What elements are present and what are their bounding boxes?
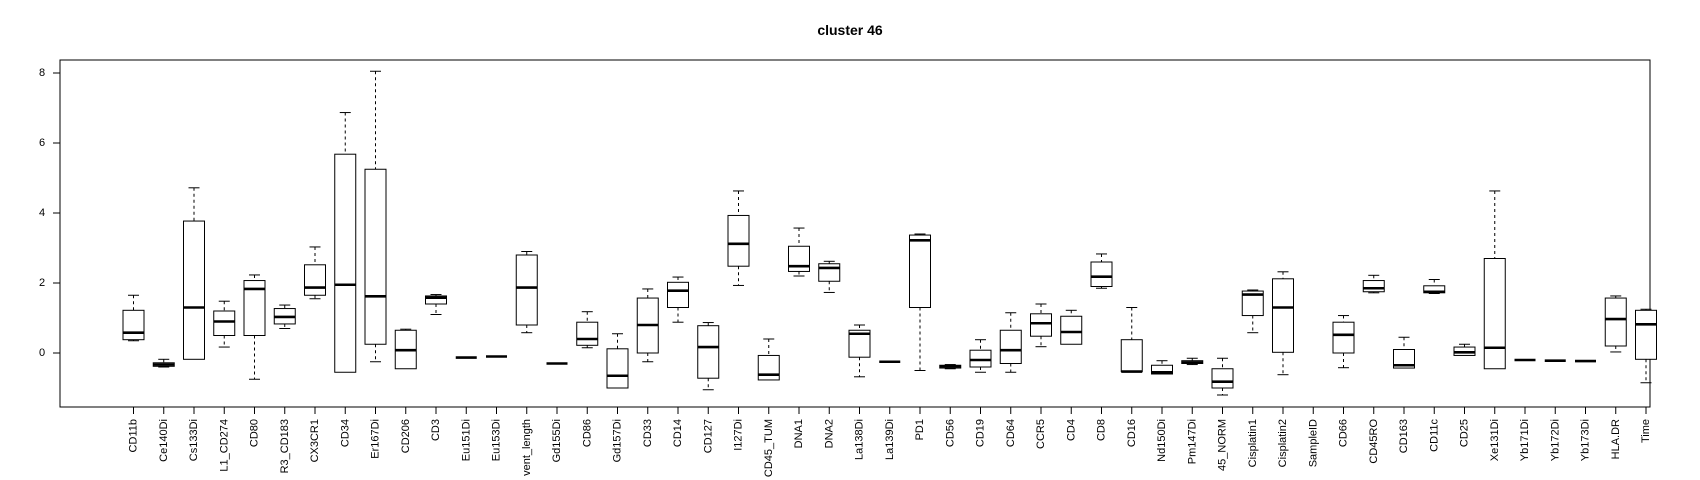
x-tick-label: PD1 (914, 419, 926, 440)
box (999, 329, 1022, 364)
box (1090, 261, 1113, 287)
x-tick-label: CD33 (642, 419, 654, 447)
x-tick-label: CD34 (339, 419, 351, 447)
x-tick-label: Cisplatin1 (1247, 419, 1259, 467)
box (243, 280, 266, 336)
x-tick-label: CD3 (430, 419, 442, 441)
x-tick-label: CD45_TUM (763, 419, 775, 477)
box (576, 321, 599, 346)
x-tick-label: Xe131Di (1489, 419, 1501, 461)
x-tick-label: CD4 (1065, 419, 1077, 441)
box (213, 310, 236, 336)
x-tick-label: CD163 (1398, 419, 1410, 453)
x-tick-label: CD45RO (1368, 419, 1380, 464)
x-tick-label: CD80 (249, 419, 261, 447)
x-tick-label: CD16 (1126, 419, 1138, 447)
box (818, 263, 841, 282)
x-tick-label: Yb172Di (1549, 419, 1561, 461)
x-tick-label: La138Di (854, 419, 866, 460)
box (1151, 364, 1173, 375)
box (183, 220, 205, 360)
box (364, 168, 387, 345)
x-tick-label: Yb173Di (1580, 419, 1592, 461)
y-tick-label: 6 (39, 137, 45, 149)
x-tick-label: Time (1640, 419, 1652, 443)
x-tick-label: Nd150Di (1156, 419, 1168, 462)
x-tick-label: CD11b (128, 419, 140, 452)
box (1241, 290, 1264, 317)
box (1393, 349, 1415, 369)
box (909, 234, 931, 308)
box (1030, 313, 1052, 337)
box (969, 349, 992, 368)
box (1604, 297, 1627, 347)
box (848, 329, 871, 358)
box (334, 153, 357, 373)
chart-title: cluster 46 (817, 22, 883, 38)
box (667, 281, 689, 308)
x-tick-label: CX3CR1 (309, 419, 321, 462)
x-tick-label: CCR5 (1035, 419, 1047, 449)
y-tick-label: 2 (39, 277, 45, 289)
x-tick-label: CD206 (400, 419, 412, 453)
box (788, 245, 810, 272)
x-tick-label: 45_NORM (1217, 419, 1229, 471)
box (1362, 280, 1385, 293)
x-tick-label: Gd155Di (551, 419, 563, 462)
x-tick-label: Ce140Di (158, 419, 170, 462)
x-tick-label: CD86 (581, 419, 593, 447)
x-tick-label: Eu151Di (460, 419, 472, 461)
box (606, 348, 629, 389)
x-tick-label: DNA2 (823, 419, 835, 448)
x-tick-label: SampleID (1307, 419, 1319, 467)
x-tick-label: CD11c (1428, 419, 1440, 452)
x-tick-label: CD8 (1096, 419, 1108, 441)
box (1332, 321, 1355, 354)
x-tick-label: L1_CD274 (218, 419, 230, 472)
y-tick-label: 4 (39, 207, 45, 219)
x-tick-label: CD19 (975, 419, 987, 447)
box (515, 254, 538, 326)
box (304, 264, 326, 296)
box (1483, 258, 1506, 370)
x-tick-label: Yb171Di (1519, 419, 1531, 461)
x-tick-label: R3_CD183 (279, 419, 291, 473)
x-tick-label: Pm147Di (1186, 419, 1198, 464)
box (122, 309, 145, 341)
y-tick-label: 0 (39, 347, 45, 359)
box (1060, 315, 1083, 345)
box (1211, 368, 1234, 389)
x-tick-label: HLA.DR (1610, 419, 1622, 459)
x-tick-label: CD56 (944, 419, 956, 447)
box (757, 354, 780, 381)
x-tick-label: vent_length (521, 419, 533, 476)
x-tick-label: CD14 (672, 419, 684, 447)
box (727, 214, 750, 267)
box (697, 325, 720, 379)
x-tick-label: Eu153Di (491, 419, 503, 461)
x-tick-label: Gd157Di (612, 419, 624, 462)
x-tick-label: CD25 (1459, 419, 1471, 447)
x-tick-label: Cisplatin2 (1277, 419, 1289, 467)
box (1120, 339, 1143, 373)
x-tick-label: DNA1 (793, 419, 805, 448)
x-tick-label: CD64 (1005, 419, 1017, 447)
box (1272, 278, 1294, 353)
x-tick-label: CD127 (702, 419, 714, 453)
x-tick-label: La139Di (884, 419, 896, 460)
box (1635, 309, 1657, 360)
x-tick-label: Er167Di (370, 419, 382, 459)
y-tick-label: 8 (39, 67, 45, 79)
x-tick-label: Cs133Di (188, 419, 200, 461)
box (425, 295, 447, 305)
x-tick-label: I127Di (733, 419, 745, 451)
x-tick-label: CD66 (1338, 419, 1350, 447)
